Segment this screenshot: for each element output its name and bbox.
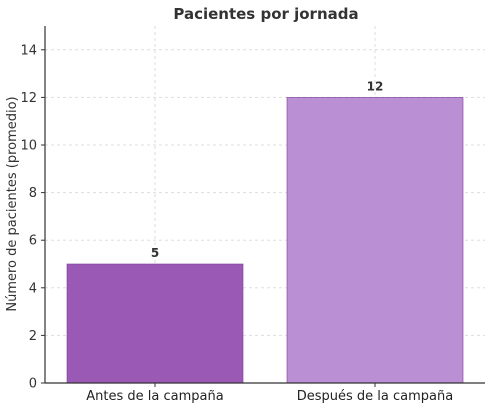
y-tick-label: 4 xyxy=(29,281,37,296)
y-tick-label: 0 xyxy=(29,377,37,392)
x-tick-label: Después de la campaña xyxy=(297,389,453,404)
y-tick-label: 8 xyxy=(29,186,37,201)
y-tick-label: 6 xyxy=(29,234,37,249)
y-axis-label: Número de pacientes (promedio) xyxy=(5,96,20,311)
bar-data-label: 12 xyxy=(367,79,384,93)
y-tick-label: 14 xyxy=(20,43,37,58)
y-tick-label: 12 xyxy=(20,91,37,106)
y-tick-label: 10 xyxy=(20,139,37,154)
bar xyxy=(286,97,464,384)
bar-data-label: 5 xyxy=(151,246,159,260)
chart-title: Pacientes por jornada xyxy=(173,5,358,23)
x-tick-label: Antes de la campaña xyxy=(86,389,223,404)
bar xyxy=(66,263,244,384)
y-tick-label: 2 xyxy=(29,329,37,344)
